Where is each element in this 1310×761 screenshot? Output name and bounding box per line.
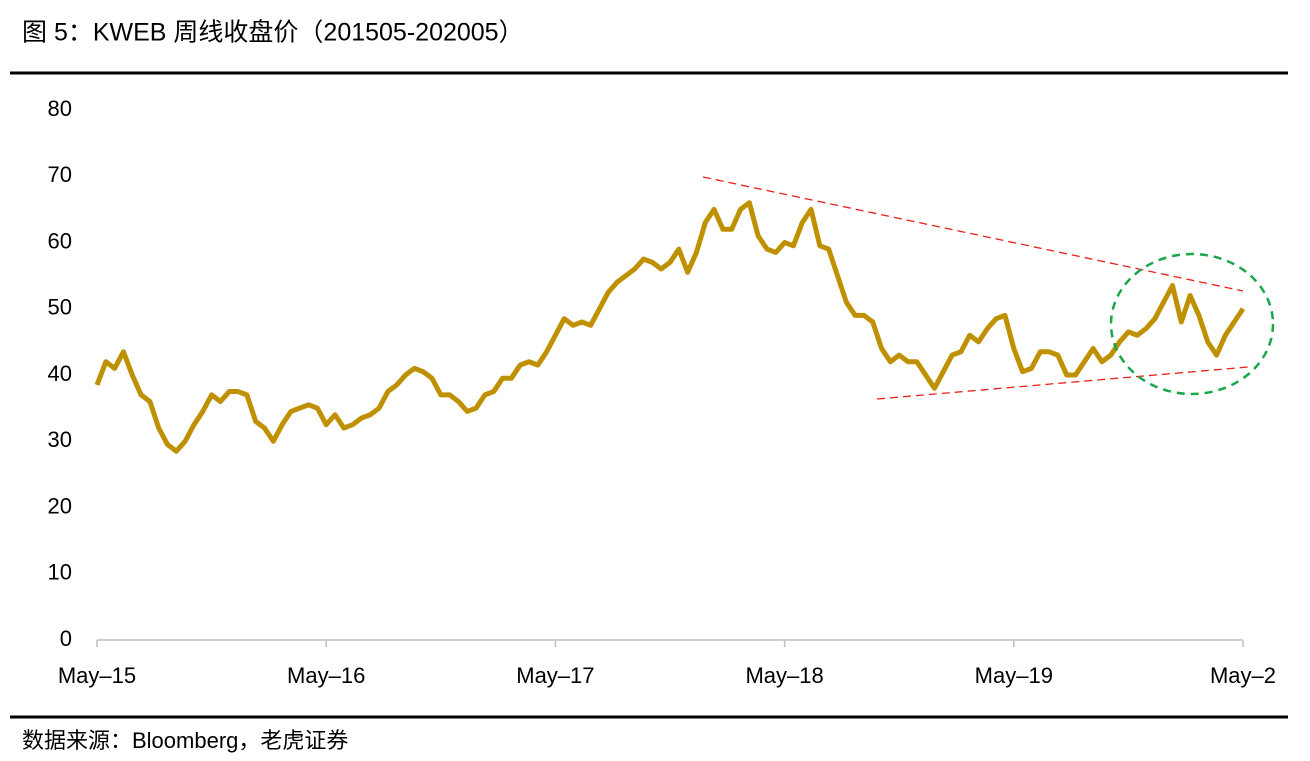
price-line xyxy=(94,200,1246,454)
y-tick-label: 20 xyxy=(48,493,72,518)
x-tick-label: May–19 xyxy=(975,663,1053,688)
x-tick-label: May–18 xyxy=(745,663,823,688)
x-tick-label: May–2 xyxy=(1210,663,1276,688)
y-tick-label: 30 xyxy=(48,427,72,452)
y-tick-label: 80 xyxy=(48,96,72,121)
resistance-line xyxy=(702,176,1244,292)
x-tick-label: May–15 xyxy=(58,663,136,688)
y-tick-label: 40 xyxy=(48,361,72,386)
y-tick-label: 10 xyxy=(48,560,72,585)
x-tick-label: May–16 xyxy=(287,663,365,688)
y-tick-label: 50 xyxy=(48,295,72,320)
source-note: 数据来源：Bloomberg，老虎证券 xyxy=(22,728,348,753)
highlight-circle xyxy=(1109,252,1275,396)
y-tick-label: 60 xyxy=(48,228,72,253)
y-tick-label: 70 xyxy=(48,162,72,187)
chart-title: 图 5：KWEB 周线收盘价（201505-202005） xyxy=(22,19,524,47)
x-tick-label: May–17 xyxy=(516,663,594,688)
support-line xyxy=(876,366,1249,400)
plot: 0 10 20 30 40 50 60 70 80 May–15 May–16 May–17 May–1… xyxy=(48,96,1277,688)
y-tick-label: 0 xyxy=(60,626,72,651)
